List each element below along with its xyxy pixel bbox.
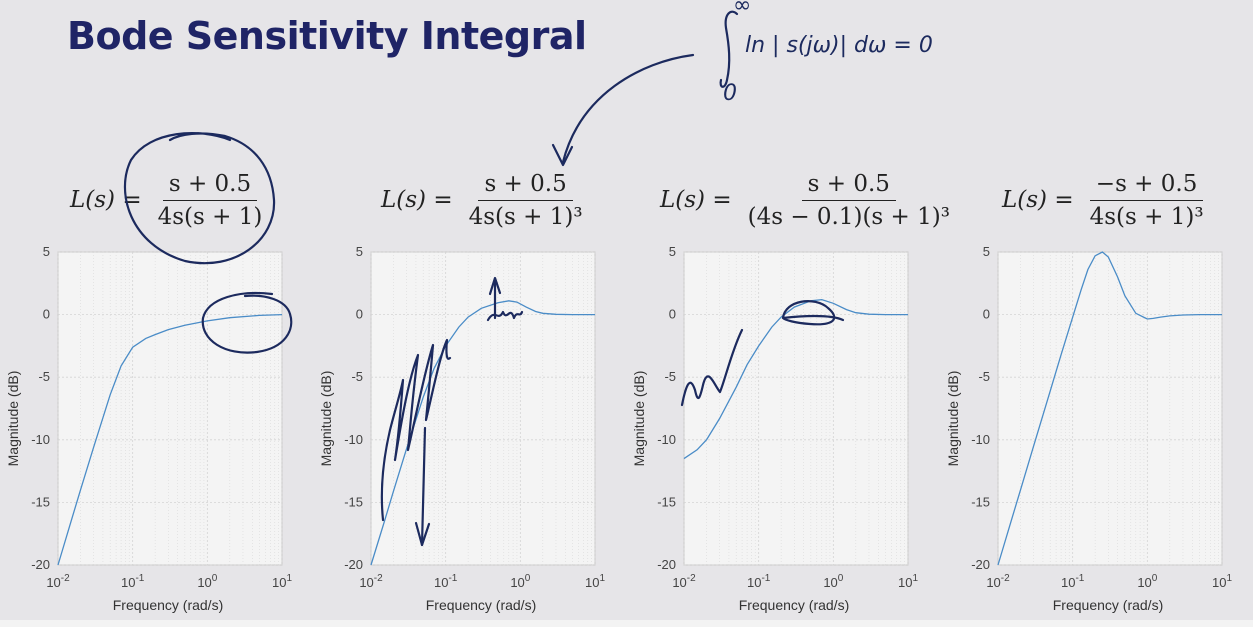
- y-tick-label: 5: [983, 244, 990, 259]
- y-tick-label: 0: [43, 307, 50, 322]
- y-tick-label: -15: [657, 494, 676, 509]
- y-axis-label: Magnitude (dB): [945, 371, 961, 467]
- x-tick-label: 101: [898, 573, 918, 590]
- formula-fraction: s + 0.5 (4s − 0.1)(s + 1)³: [742, 171, 956, 230]
- y-axis-label: Magnitude (dB): [5, 371, 21, 467]
- plot-area: [57, 251, 283, 566]
- formula-denominator: 4s(s + 1)³: [468, 203, 583, 230]
- y-tick-label: -5: [351, 369, 363, 384]
- formula-numerator: s + 0.5: [162, 171, 258, 201]
- integral-lower-limit: 0: [723, 81, 737, 106]
- y-tick-label: 5: [356, 244, 363, 259]
- x-axis-label: Frequency (rad/s): [739, 597, 849, 613]
- bottom-edge: [0, 620, 1253, 627]
- y-tick-label: 0: [669, 307, 676, 322]
- y-tick-label: 0: [983, 307, 990, 322]
- y-tick-label: -15: [971, 494, 990, 509]
- y-tick-label: -20: [31, 557, 50, 572]
- transfer-function-4: L(s) = −s + 0.5 4s(s + 1)³: [1002, 165, 1210, 235]
- x-tick-label: 10-2: [672, 573, 696, 590]
- magnitude-series-line: [997, 251, 1222, 566]
- y-tick-label: -10: [344, 432, 363, 447]
- x-tick-label: 10-1: [1061, 573, 1085, 590]
- x-tick-label: 101: [1212, 573, 1232, 590]
- x-tick-label: 10-2: [359, 573, 383, 590]
- y-tick-label: -5: [38, 369, 50, 384]
- formula-lhs: L(s) =: [1002, 187, 1074, 213]
- formula-denominator: (4s − 0.1)(s + 1)³: [747, 203, 950, 230]
- y-tick-label: -10: [657, 432, 676, 447]
- y-tick-label: -15: [31, 494, 50, 509]
- y-tick-label: -10: [31, 432, 50, 447]
- x-tick-label: 100: [1137, 573, 1157, 590]
- y-tick-label: 5: [669, 244, 676, 259]
- x-tick-label: 10-1: [434, 573, 458, 590]
- scribble-icon: [380, 338, 452, 522]
- slide-title: Bode Sensitivity Integral: [67, 14, 587, 58]
- formula-circle-icon: [123, 132, 276, 265]
- handwritten-integral-note: ln | s(jω)| dω = 0: [745, 33, 933, 58]
- x-axis-label: Frequency (rad/s): [426, 597, 536, 613]
- integral-sign-icon: [719, 10, 739, 88]
- formula-lhs: L(s) =: [660, 187, 732, 213]
- x-tick-label: 10-2: [986, 573, 1010, 590]
- scribble-icon: [680, 328, 744, 407]
- plot-area: [370, 251, 596, 566]
- plot-circle-icon: [201, 291, 293, 354]
- scribble-icon: [486, 310, 524, 322]
- formula-numerator: s + 0.5: [801, 171, 896, 201]
- arrow-down-icon: [420, 426, 427, 547]
- x-tick-label: 10-1: [121, 573, 145, 590]
- transfer-function-1: L(s) = s + 0.5 4s(s + 1): [70, 165, 268, 235]
- annotation-arrow-icon: [561, 53, 695, 164]
- integral-upper-limit: ∞: [733, 0, 751, 18]
- x-tick-label: 101: [272, 573, 292, 590]
- formula-denominator: 4s(s + 1): [157, 203, 263, 230]
- formula-fraction: s + 0.5 4s(s + 1)³: [463, 171, 589, 230]
- arrow-head-icon: [488, 276, 502, 296]
- loop-icon: [781, 300, 845, 326]
- magnitude-series-line: [683, 298, 908, 460]
- transfer-function-2: L(s) = s + 0.5 4s(s + 1)³: [381, 165, 589, 235]
- arrow-head-icon: [551, 143, 574, 167]
- y-tick-label: -15: [344, 494, 363, 509]
- y-tick-label: -20: [971, 557, 990, 572]
- y-axis-label: Magnitude (dB): [631, 371, 647, 467]
- y-tick-label: 5: [43, 244, 50, 259]
- formula-numerator: −s + 0.5: [1089, 171, 1204, 201]
- y-tick-label: -5: [664, 369, 676, 384]
- y-axis-label: Magnitude (dB): [318, 371, 334, 467]
- x-tick-label: 10-1: [747, 573, 771, 590]
- y-tick-label: -20: [344, 557, 363, 572]
- x-axis-label: Frequency (rad/s): [1053, 597, 1163, 613]
- formula-lhs: L(s) =: [70, 187, 142, 213]
- transfer-function-3: L(s) = s + 0.5 (4s − 0.1)(s + 1)³: [660, 165, 956, 235]
- x-tick-label: 10-2: [46, 573, 70, 590]
- formula-fraction: −s + 0.5 4s(s + 1)³: [1084, 171, 1210, 230]
- arrow-head-icon: [414, 521, 431, 547]
- x-tick-label: 100: [823, 573, 843, 590]
- y-tick-label: -5: [978, 369, 990, 384]
- y-tick-label: -20: [657, 557, 676, 572]
- formula-numerator: s + 0.5: [478, 171, 573, 201]
- formula-denominator: 4s(s + 1)³: [1089, 203, 1204, 230]
- x-axis-label: Frequency (rad/s): [113, 597, 223, 613]
- x-tick-label: 100: [197, 573, 217, 590]
- formula-lhs: L(s) =: [381, 187, 453, 213]
- y-tick-label: 0: [356, 307, 363, 322]
- formula-fraction: s + 0.5 4s(s + 1): [152, 171, 269, 230]
- x-tick-label: 101: [585, 573, 605, 590]
- x-tick-label: 100: [510, 573, 530, 590]
- magnitude-series-line: [57, 313, 283, 566]
- magnitude-series-line: [370, 300, 595, 566]
- plot-area: [997, 251, 1223, 566]
- y-tick-label: -10: [971, 432, 990, 447]
